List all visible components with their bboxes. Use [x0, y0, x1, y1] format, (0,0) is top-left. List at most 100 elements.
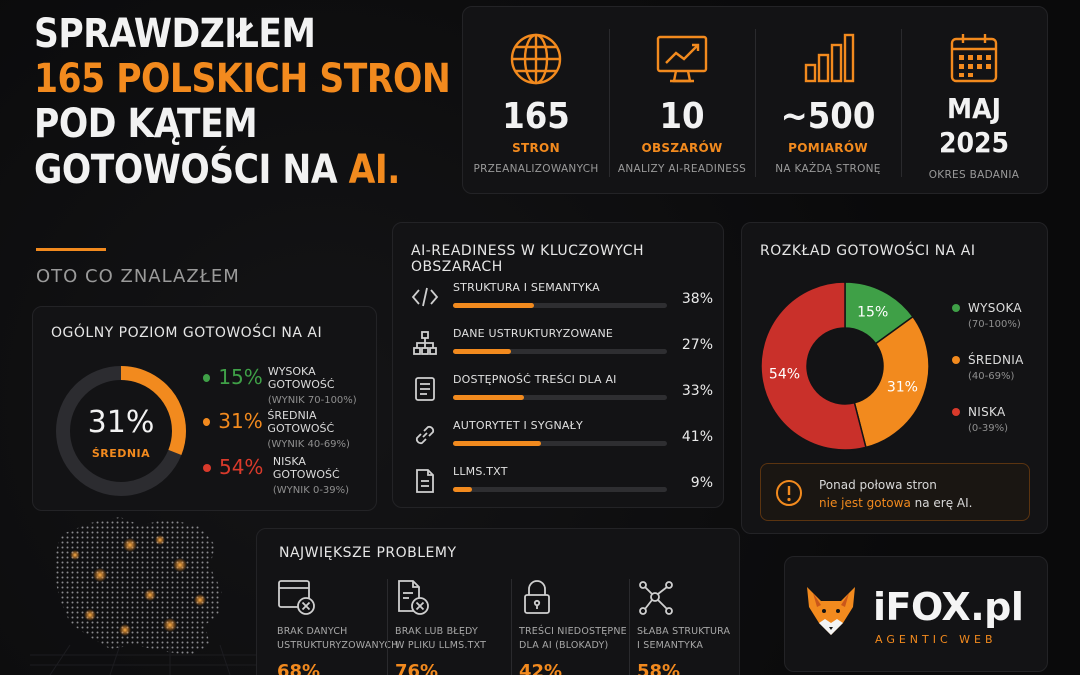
globe-icon [463, 29, 609, 89]
stat-unit: POMIARÓW [788, 141, 868, 155]
problem-line-1: SŁABA STRUKTURA [637, 626, 731, 637]
level-range: (WYNIK 70-100%) [267, 395, 357, 406]
distribution-card: ROZKŁAD GOTOWOŚCI NA AI 15% 31% 54% WYSOKA… [741, 222, 1048, 534]
file-icon [409, 465, 441, 497]
stat-value-month: MAJ [947, 92, 1001, 125]
calendar-icon [901, 29, 1047, 89]
headline: SPRAWDZIŁEM 165 POLSKICH STRON POD KĄTEM… [34, 11, 451, 193]
lock-icon [519, 579, 635, 619]
area-pct: 33% [681, 383, 713, 399]
level-pct: 15% [218, 365, 263, 389]
donut-slice-label: 31% [887, 380, 918, 396]
areas-title: AI-READINESS W KLUCZOWYCH OBSZARACH [411, 243, 644, 275]
area-bar-track [453, 303, 667, 308]
problem-text: TREŚCI NIEDOSTĘPNE DLA AI (BLOKADY) [519, 625, 635, 653]
problem-pct: 68% [277, 661, 321, 675]
problem-line-1: BRAK DANYCH [277, 626, 348, 637]
problem-pct: 76% [395, 661, 439, 675]
fox-logo-icon [807, 587, 855, 635]
city-highlights [70, 535, 206, 636]
headline-line-1: SPRAWDZIŁEM [34, 11, 316, 57]
area-label: LLMS.TXT [453, 465, 508, 478]
donut-slice-label: 54% [769, 367, 800, 383]
problem-pct: 58% [637, 661, 681, 675]
stat-areas: 10 OBSZARÓW ANALIZY AI-READINESS [609, 7, 755, 193]
area-row: LLMS.TXT 9% [409, 465, 713, 505]
network-icon [637, 579, 753, 619]
problems-title: NAJWIĘKSZE PROBLEMY [279, 545, 457, 561]
area-bar-track [453, 487, 667, 492]
area-row: STRUKTURA I SEMANTYKA 38% [409, 281, 713, 321]
level-dot [203, 374, 211, 382]
monitor-chart-icon [609, 29, 755, 89]
area-bar-fill [453, 349, 511, 354]
area-bar-track [453, 349, 667, 354]
problem-line-2: I SEMANTYKA [637, 640, 704, 651]
alert-rest: na erę AI. [910, 496, 973, 510]
stat-unit: OBSZARÓW [641, 141, 723, 155]
problem-item: BRAK DANYCH USTRUKTURYZOWANYCH 68% [277, 579, 399, 675]
legend-dot [952, 408, 960, 416]
document-icon [409, 373, 441, 405]
area-label: DOSTĘPNOŚĆ TREŚCI DLA AI [453, 373, 617, 386]
headline-subtitle: OTO CO ZNALAZŁEM [36, 266, 240, 287]
level-dot [203, 464, 211, 472]
stat-value: 165 [502, 96, 570, 137]
warning-icon [776, 480, 802, 506]
headline-underline [36, 248, 106, 251]
headline-line-4-main: GOTOWOŚCI NA [34, 146, 349, 193]
headline-line-2: 165 POLSKICH STRON [34, 56, 451, 103]
legend-label: NISKA [968, 405, 1006, 419]
area-row: DOSTĘPNOŚĆ TREŚCI DLA AI 33% [409, 373, 713, 413]
stat-desc: NA KAŻDĄ STRONĘ [775, 163, 881, 175]
stat-value-year: 2025 [938, 126, 1010, 159]
overall-gauge [56, 366, 186, 496]
area-pct: 9% [690, 475, 713, 491]
problem-item: TREŚCI NIEDOSTĘPNE DLA AI (BLOKADY) 42% [511, 579, 635, 675]
area-pct: 27% [681, 337, 713, 353]
areas-card: AI-READINESS W KLUCZOWYCH OBSZARACH STRU… [392, 222, 724, 508]
link-icon [409, 419, 441, 451]
area-bar-fill [453, 487, 473, 492]
stat-desc: PRZEANALIZOWANYCH [473, 163, 599, 175]
area-bar-track [453, 441, 667, 446]
alert-text: Ponad połowa stron nie jest gotowa na er… [819, 476, 972, 512]
area-bar-track [453, 395, 667, 400]
legend-range: (0-39%) [968, 423, 1008, 434]
level-pct: 31% [218, 409, 263, 433]
alert-line-2: nie jest gotowa na erę AI. [819, 494, 972, 512]
area-label: STRUKTURA I SEMANTYKA [453, 281, 600, 294]
browser-x-icon [277, 579, 393, 619]
level-high: 15% WYSOKA GOTOWOŚĆ (WYNIK 70-100%) [203, 363, 376, 406]
brand-tagline: AGENTIC WEB [875, 633, 997, 646]
alert-line-1: Ponad połowa stron [819, 478, 937, 492]
level-label: WYSOKA GOTOWOŚĆ [267, 365, 335, 391]
gauge-arc [56, 366, 186, 496]
legend-label: WYSOKA [968, 301, 1022, 315]
legend-range: (70-100%) [968, 319, 1021, 330]
legend-dot [952, 304, 960, 312]
level-range: (WYNIK 40-69%) [267, 439, 350, 450]
file-x-icon [395, 579, 511, 619]
donut-slice-niska [760, 281, 867, 451]
area-pct: 41% [681, 429, 713, 445]
poland-shape [54, 517, 222, 655]
area-row: AUTORYTET I SYGNAŁY 41% [409, 419, 713, 459]
area-bar-fill [453, 303, 535, 308]
stat-pages: 165 STRON PRZEANALIZOWANYCH [463, 7, 609, 193]
code-icon [409, 281, 441, 313]
problem-line-2: USTRUKTURYZOWANYCH [277, 640, 399, 651]
problem-line-2: DLA AI (BLOKADY) [519, 640, 609, 651]
gauge-value: 31% [87, 405, 155, 440]
bar-chart-icon [755, 29, 901, 89]
area-label: DANE USTRUKTURYZOWANE [453, 327, 614, 340]
problem-line-2: W PLIKU LLMS.TXT [395, 640, 487, 651]
legend-medium: ŚREDNIA (40-69%) [952, 353, 1024, 382]
headline-line-4: GOTOWOŚCI NA AI. [34, 146, 418, 193]
stats-panel: 165 STRON PRZEANALIZOWANYCH 10 OBSZARÓW … [462, 6, 1048, 194]
headline-line-3: POD KĄTEM [34, 101, 258, 148]
problem-text: BRAK DANYCH USTRUKTURYZOWANYCH [277, 625, 399, 653]
area-bar-fill [453, 441, 541, 446]
legend-dot [952, 356, 960, 364]
alert-box: Ponad połowa stron nie jest gotowa na er… [760, 463, 1030, 521]
